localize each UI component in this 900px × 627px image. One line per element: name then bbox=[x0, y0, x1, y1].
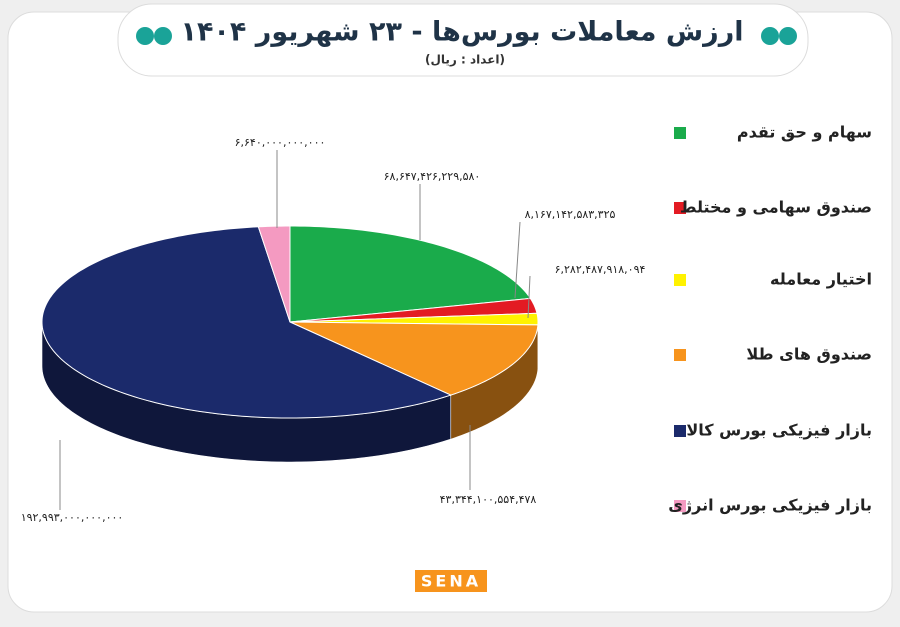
chart-title: ارزش معاملات بورس‌ها - ۲۳ شهریور ۱۴۰۴ bbox=[180, 17, 743, 48]
value-label: ۸,۱۶۷,۱۴۲,۵۸۳,۳۲۵ bbox=[525, 208, 616, 221]
legend-swatch bbox=[674, 425, 686, 437]
value-label: ۶۸,۶۴۷,۴۲۶,۲۲۹,۵۸۰ bbox=[384, 170, 481, 183]
legend-label: صندوق سهامی و مختلط bbox=[680, 198, 872, 217]
value-label: ۶,۲۸۲,۴۸۷,۹۱۸,۰۹۴ bbox=[555, 263, 646, 276]
legend-label: اختیار معامله bbox=[770, 270, 872, 289]
legend-label: بازار فیزیکی بورس انرژی bbox=[668, 496, 872, 515]
legend-swatch bbox=[674, 274, 686, 286]
legend-swatch bbox=[674, 349, 686, 361]
legend-swatch bbox=[674, 127, 686, 139]
value-label: ۱۹۲,۹۹۳,۰۰۰,۰۰۰,۰۰۰ bbox=[21, 511, 124, 524]
legend-label: صندوق های طلا bbox=[746, 345, 872, 364]
logo: SENA bbox=[421, 572, 481, 591]
legend-label: سهام و حق تقدم bbox=[737, 123, 872, 142]
chart-subtitle: (اعداد : ریال) bbox=[425, 53, 505, 67]
legend-label: بازار فیزیکی بورس کالا bbox=[686, 421, 872, 440]
value-label: ۶,۶۴۰,۰۰۰,۰۰۰,۰۰۰ bbox=[235, 136, 326, 149]
value-label: ۴۳,۳۴۴,۱۰۰,۵۵۴,۴۷۸ bbox=[440, 493, 537, 506]
